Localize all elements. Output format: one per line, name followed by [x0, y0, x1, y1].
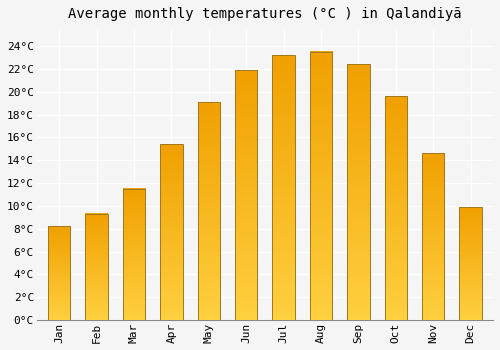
Bar — [310, 52, 332, 320]
Bar — [198, 102, 220, 320]
Bar — [235, 70, 258, 320]
Bar — [123, 189, 145, 320]
Bar — [48, 226, 70, 320]
Bar — [384, 96, 407, 320]
Bar — [422, 153, 444, 320]
Bar — [460, 207, 482, 320]
Title: Average monthly temperatures (°C ) in Qalandiyā: Average monthly temperatures (°C ) in Qa… — [68, 7, 462, 21]
Bar — [86, 214, 108, 320]
Bar — [160, 144, 182, 320]
Bar — [272, 55, 295, 320]
Bar — [347, 64, 370, 320]
